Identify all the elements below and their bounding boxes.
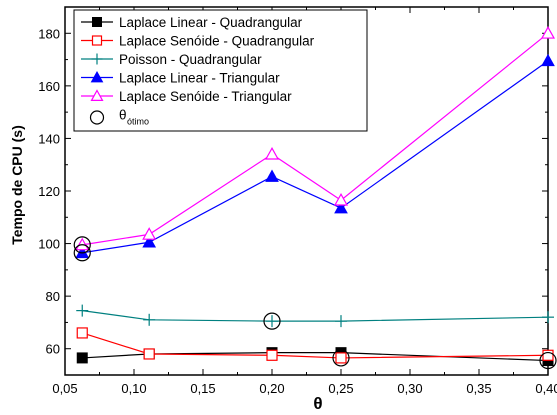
legend-label: Laplace Linear - Triangular [119,71,280,86]
data-point [333,192,349,206]
legend-box [73,9,368,132]
legend-label: Laplace Senóide - Triangular [119,89,292,104]
data-point [264,146,280,160]
legend-entry: Laplace Linear - Quadrangular [81,15,303,30]
data-point [266,349,278,361]
legend-label: Laplace Senóide - Quadrangular [119,34,315,49]
optimum-circle [332,349,350,367]
data-point [265,169,279,182]
x-tick-label: 0,10 [121,381,146,396]
data-point [142,235,157,248]
legend-label: Poisson - Quadrangular [119,52,262,67]
data-point [91,35,103,46]
x-tick-label: 0,15 [190,381,215,396]
data-point [92,17,102,27]
data-point [541,53,555,67]
optimum-circle [263,312,281,330]
y-tick-label: 120 [38,184,60,199]
legend-entry: Poisson - Quadrangular [81,52,262,67]
x-tick-label: 0,20 [259,381,284,396]
y-axis-label: Tempo de CPU (s) [9,125,25,245]
series-2 [76,327,554,364]
data-point [76,304,89,317]
data-point [90,89,104,102]
data-point [142,227,157,240]
data-point [335,315,347,328]
optimum-markers [73,236,557,370]
series-4 [75,53,555,259]
series-layer [75,26,556,367]
x-tick-label: 0,25 [328,381,353,396]
data-point [143,348,155,360]
y-tick-label: 100 [38,237,60,252]
legend-label-subscript: ótimo [127,117,149,127]
series-5 [75,26,556,251]
optimum-circle [73,236,91,254]
x-tick-label: 0,35 [466,381,491,396]
y-tick-label: 140 [38,131,60,146]
data-point [334,201,348,214]
y-tick-label: 60 [46,342,60,357]
data-point [76,352,88,364]
y-tick-label: 180 [38,26,60,41]
data-point [335,352,347,364]
optimum-circle [73,244,91,262]
data-point [266,315,278,328]
series-3 [76,304,554,328]
legend-entry: Laplace Linear - Triangular [81,71,280,86]
data-point [76,327,88,339]
data-point [540,26,556,39]
legend-entry: Laplace Senóide - Quadrangular [81,34,315,49]
x-tick-label: 0,05 [52,381,77,396]
legend-label: θ [119,108,127,123]
x-tick-label: 0,40 [535,381,557,396]
legend-label: Laplace Linear - Quadrangular [119,15,303,30]
data-point [91,53,103,65]
legend-entry: Laplace Senóide - Triangular [81,89,292,104]
x-axis-ticks: 0,05 0,10 0,15 0,20 0,25 0,30 0,35 0,40 [52,7,557,396]
data-point [143,313,156,326]
y-axis-ticks: 60 80 100 120 140 160 180 [38,6,548,376]
legend-marker-circle [89,110,105,125]
data-point [542,349,554,361]
data-point [542,311,554,324]
x-tick-label: 0,30 [397,381,422,396]
legend-entry-optimum: θ ótimo [89,108,149,127]
legend: Laplace Linear - Quadrangular Laplace Sen… [73,9,368,132]
y-tick-label: 80 [46,289,60,304]
x-axis-label: θ [313,394,322,413]
data-point [90,70,104,83]
optimum-circle [539,351,557,370]
y-tick-label: 160 [38,79,60,94]
